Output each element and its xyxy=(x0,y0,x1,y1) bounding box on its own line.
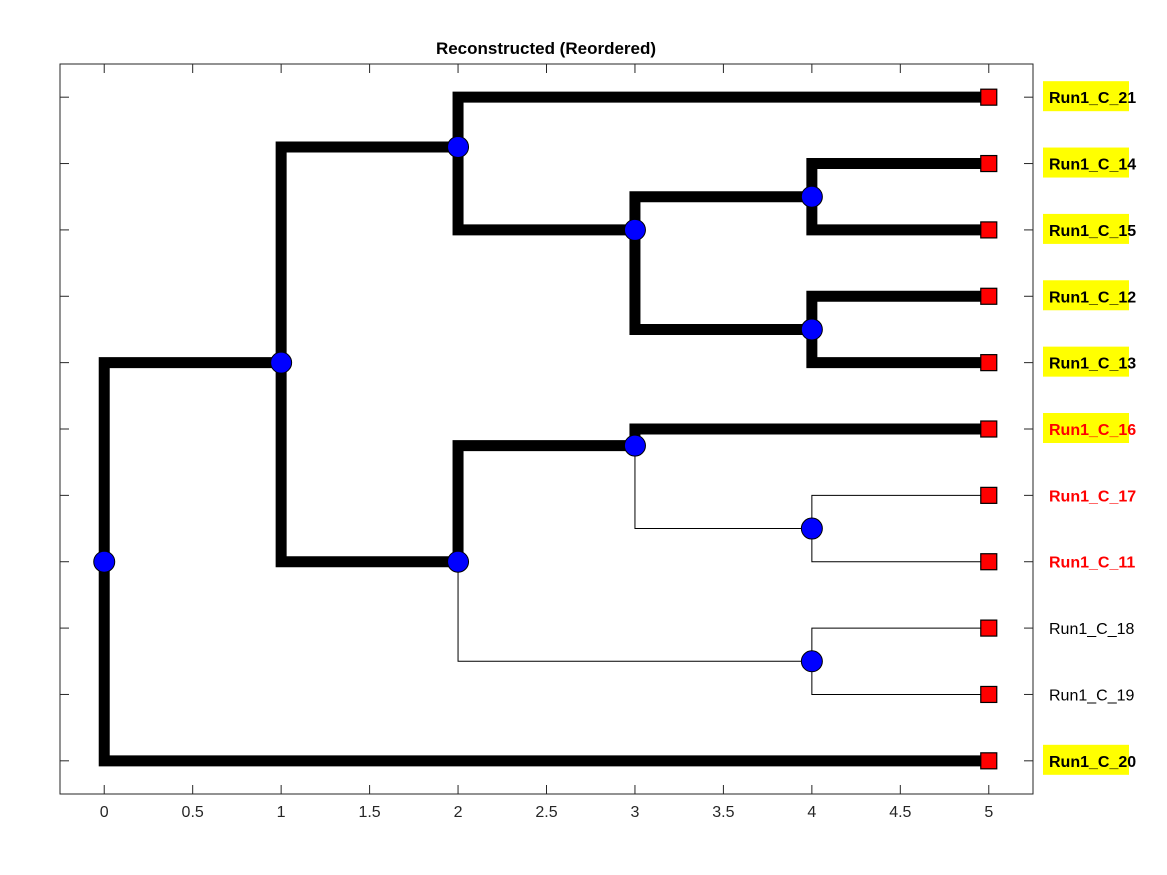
leaf-label-highlight xyxy=(1043,744,1129,775)
leaf-node-marker xyxy=(980,154,998,173)
leaf-label: Run1_C_12 xyxy=(1049,289,1136,306)
leaf-label-highlight xyxy=(1043,81,1129,112)
leaf-label: Run1_C_13 xyxy=(1049,356,1136,373)
tree-edge-bold xyxy=(629,229,812,335)
leaf-node-marker xyxy=(980,88,998,106)
x-tick-label: 0.5 xyxy=(182,804,204,821)
x-tick-label: 1.5 xyxy=(358,804,380,821)
tree-edge-thin xyxy=(811,528,989,563)
leaf-label: Run1_C_20 xyxy=(1049,754,1136,771)
leaf-node-marker xyxy=(980,752,998,770)
tree-edge-thin xyxy=(634,445,812,530)
tree-edge-bold xyxy=(275,362,459,568)
leaf-label-highlight xyxy=(1043,346,1129,377)
tree-edge-bold xyxy=(452,440,635,562)
tree-edge-bold xyxy=(806,290,989,330)
leaf-label: Run1_C_18 xyxy=(1049,621,1135,638)
x-tick-label: 5 xyxy=(984,804,993,821)
leaf-label-highlight xyxy=(1043,413,1129,443)
internal-node-marker xyxy=(447,550,470,573)
leaf-node-marker xyxy=(980,619,998,637)
x-tick-label: 2.5 xyxy=(535,804,557,821)
internal-node-marker xyxy=(800,318,823,341)
tree-edge-thin xyxy=(811,627,989,662)
leaf-node-marker xyxy=(980,221,998,239)
tree-edge-bold xyxy=(98,561,989,767)
x-tick-label: 2 xyxy=(454,804,463,821)
chart-title: Reconstructed (Reordered) xyxy=(436,39,656,58)
tree-edge-bold xyxy=(806,329,989,369)
leaf-label: Run1_C_21 xyxy=(1049,90,1136,107)
tree-edge-bold xyxy=(275,141,459,363)
plot-area: 0 0.5 1 1.5 2 2.5 3 3.5 4 4.5 5 Run1_C_21 Run1_C_14 R… xyxy=(59,63,1136,821)
leaf-node-marker xyxy=(980,685,998,704)
tree-edge-thin xyxy=(457,561,812,662)
tree-edge-bold xyxy=(452,146,635,236)
x-tick-label: 3 xyxy=(631,804,640,821)
internal-node-marker xyxy=(800,517,823,540)
leaf-label-highlight xyxy=(1043,147,1129,178)
leaf-label: Run1_C_11 xyxy=(1049,555,1135,572)
tree-edge-bold xyxy=(452,91,989,147)
leaf-label: Run1_C_16 xyxy=(1049,422,1136,439)
x-tick-label: 0 xyxy=(100,804,109,821)
internal-node-marker xyxy=(93,550,116,573)
x-tick-label: 3.5 xyxy=(712,804,734,821)
internal-node-marker xyxy=(623,434,646,457)
x-tick-label: 1 xyxy=(277,804,286,821)
tree-edge-bold xyxy=(806,196,989,236)
leaf-node-marker xyxy=(980,287,998,305)
leaf-label: Run1_C_15 xyxy=(1049,223,1136,240)
leaf-node-marker xyxy=(980,486,998,504)
tree-edge-bold xyxy=(629,191,812,230)
tree-edge-thin xyxy=(811,661,989,695)
x-tick-label: 4 xyxy=(807,804,816,821)
leaf-node-marker xyxy=(980,553,998,571)
leaf-node-marker xyxy=(980,420,998,438)
internal-node-marker xyxy=(270,351,293,374)
tree-edge-bold xyxy=(98,357,282,562)
leaf-label: Run1_C_14 xyxy=(1049,157,1136,174)
tree-edge-thin xyxy=(811,494,989,529)
leaf-label: Run1_C_17 xyxy=(1049,488,1136,505)
leaf-label: Run1_C_19 xyxy=(1049,687,1135,704)
x-tick-label: 4.5 xyxy=(889,804,911,821)
leaf-node-marker xyxy=(980,354,998,372)
internal-node-marker xyxy=(447,135,470,158)
tree-edge-bold xyxy=(806,158,989,197)
internal-node-marker xyxy=(623,218,646,241)
leaf-label-highlight xyxy=(1043,280,1129,311)
leaf-label-highlight xyxy=(1043,213,1129,244)
internal-node-marker xyxy=(800,650,823,673)
internal-node-marker xyxy=(800,185,823,208)
